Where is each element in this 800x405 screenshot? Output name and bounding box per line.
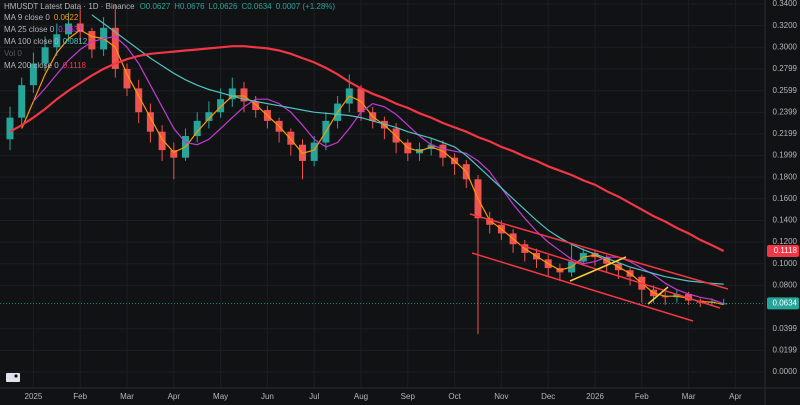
y-tick-label: 0.2799 <box>773 64 798 73</box>
ma-line <box>9 45 725 252</box>
x-tick-label: Aug <box>354 392 368 401</box>
trend-line <box>647 286 669 305</box>
logo-mark <box>6 373 20 382</box>
y-tick-label: 0.2399 <box>773 107 798 116</box>
x-tick-label: Oct <box>448 392 461 401</box>
x-tick-label: Jul <box>309 392 319 401</box>
y-tick-label: 0.1400 <box>773 216 798 225</box>
candle-body <box>41 47 49 64</box>
legend-name: MA 200 close 0 <box>4 61 59 70</box>
candle-body <box>357 88 365 113</box>
y-tick-label: 0.0199 <box>773 346 798 355</box>
legend-name: Vol 0 <box>4 49 22 58</box>
y-tick-label: 0.0000 <box>773 367 798 376</box>
quote-value: H0.0676 <box>174 2 205 11</box>
candle-body <box>65 23 72 35</box>
plot <box>0 4 765 335</box>
quote-value: 0.0007 (+1.28%) <box>276 2 336 11</box>
x-tick-label: Feb <box>73 392 87 401</box>
trend-line <box>469 213 729 290</box>
candle-body <box>88 31 96 50</box>
y-tick-label: 0.0800 <box>773 280 798 289</box>
y-tick-label: 0.3400 <box>773 0 798 8</box>
axes: 0.3400 0.3200 0.3000 0.2799 0.2599 0.2399 0.21… <box>25 0 799 401</box>
y-tick-label: 0.1800 <box>773 172 798 181</box>
candle-body <box>287 131 295 145</box>
price-tag <box>767 244 799 257</box>
price-tag-label: 0.0634 <box>773 298 798 307</box>
x-tick-label: Feb <box>635 392 649 401</box>
candle-body <box>720 303 728 305</box>
candle-body <box>146 112 154 132</box>
x-tick-label: Apr <box>729 392 742 401</box>
y-tick-label: 0.0399 <box>773 324 798 333</box>
x-tick-label: Dec <box>541 392 555 401</box>
candle-body <box>205 112 213 121</box>
legend-name: MA 25 close 0 <box>4 25 55 34</box>
logo-dot <box>14 374 18 378</box>
candle-body <box>217 99 225 113</box>
price-tag <box>767 297 799 310</box>
x-tick-label: 2026 <box>586 392 604 401</box>
legend-value: 0.1118 <box>63 61 87 70</box>
x-tick-label: 2025 <box>25 392 43 401</box>
y-tick-label: 0.3000 <box>773 42 798 51</box>
y-tick-label: 0.1200 <box>773 237 798 246</box>
candle-body <box>193 120 201 137</box>
x-tick-label: Mar <box>682 392 696 401</box>
drawings <box>469 213 729 322</box>
legend-value: 0.0812 <box>63 37 88 46</box>
quote-value: C0.0634 <box>241 2 272 11</box>
x-tick-label: Nov <box>494 392 508 401</box>
ma-line <box>91 14 724 285</box>
quote-value: O0.0627 <box>140 2 171 11</box>
trend-line <box>569 256 627 282</box>
x-tick-label: Apr <box>168 392 181 401</box>
x-tick-label: Mar <box>120 392 134 401</box>
ma-line <box>21 29 724 306</box>
y-tick-label: 0.3200 <box>773 21 798 30</box>
x-tick-label: Sep <box>401 392 416 401</box>
candle-body <box>170 150 178 158</box>
chart-title: HMUSDT Latest Data · 1D · Binance <box>4 2 135 11</box>
y-tick-label: 0.1600 <box>773 194 798 203</box>
candle-body <box>18 85 26 118</box>
trend-line <box>519 244 721 309</box>
quote-value: L0.0626 <box>209 2 238 11</box>
candle-body <box>228 88 236 100</box>
legend: HMUSDT Latest Data · 1D · Binance O0.062… <box>4 2 335 70</box>
ma-line <box>32 35 724 305</box>
candle-body <box>252 101 260 111</box>
x-tick-label: Jun <box>261 392 274 401</box>
candle-body <box>158 131 166 151</box>
x-tick-label: May <box>213 392 228 401</box>
trend-line <box>471 252 694 322</box>
candle-body <box>486 218 494 225</box>
candle-body <box>53 34 61 48</box>
y-tick-label: 0.1000 <box>773 259 798 268</box>
legend-value: 0.0631 <box>58 25 83 34</box>
y-tick-label: 0.1999 <box>773 151 798 160</box>
candle-body <box>123 68 131 89</box>
candle-body <box>76 23 84 32</box>
legend-name: MA 100 close 0 <box>4 37 59 46</box>
y-tick-label: 0.2199 <box>773 129 798 138</box>
logo <box>6 373 20 382</box>
legend-value: 0.0622 <box>54 13 79 22</box>
y-tick-label: 0.2599 <box>773 86 798 95</box>
candle-body <box>240 88 248 102</box>
candle-body <box>29 63 37 86</box>
candle-body <box>685 294 693 301</box>
candle-body <box>135 88 143 113</box>
legend-name: MA 9 close 0 <box>4 13 50 22</box>
candle-body <box>6 117 14 140</box>
price-tag-label: 0.1118 <box>774 246 798 255</box>
candle-body <box>310 142 318 161</box>
